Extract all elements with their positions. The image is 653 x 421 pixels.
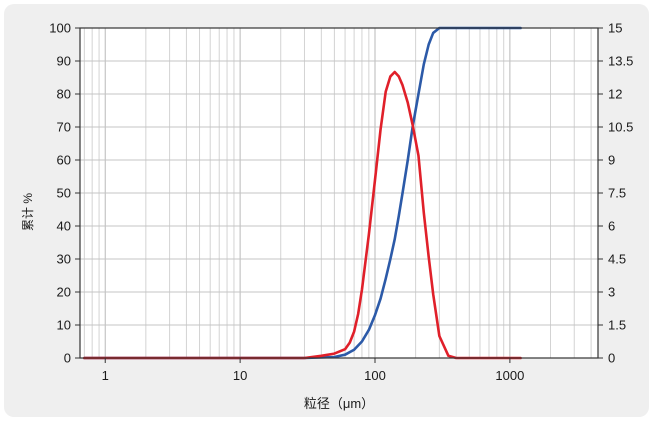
y-tick-label: 10 xyxy=(57,318,71,333)
y2-tick-label: 9 xyxy=(608,153,615,168)
y2-tick-label: 15 xyxy=(608,21,622,36)
y2-tick-label: 0 xyxy=(608,351,615,366)
y-tick-label: 100 xyxy=(49,21,71,36)
y-tick-label: 30 xyxy=(57,252,71,267)
distribution-line xyxy=(83,70,522,360)
x-tick-label: 1000 xyxy=(495,368,524,383)
series-group xyxy=(83,26,522,360)
y2-tick-label: 7.5 xyxy=(608,186,626,201)
y2-tick-label: 3 xyxy=(608,285,615,300)
y2-tick-label: 6 xyxy=(608,219,615,234)
y-tick-label: 60 xyxy=(57,153,71,168)
y-tick-label: 70 xyxy=(57,120,71,135)
y2-tick-label: 12 xyxy=(608,87,622,102)
y-tick-label: 20 xyxy=(57,285,71,300)
y-tick-label: 50 xyxy=(57,186,71,201)
x-tick-label: 100 xyxy=(364,368,386,383)
y2-tick-label: 1.5 xyxy=(608,318,626,333)
x-tick-label: 10 xyxy=(233,368,247,383)
y2-tick-label: 13.5 xyxy=(608,54,633,69)
x-tick-label: 1 xyxy=(102,368,109,383)
y2-tick-label: 10.5 xyxy=(608,120,633,135)
x-axis-label: 粒径（μm） xyxy=(304,396,374,411)
y2-tick-label: 4.5 xyxy=(608,252,626,267)
y-tick-label: 0 xyxy=(64,351,71,366)
y-axis-label: 累计 % xyxy=(21,193,35,231)
y-tick-label: 40 xyxy=(57,219,71,234)
cumulative-line xyxy=(83,26,522,360)
y-tick-label: 80 xyxy=(57,87,71,102)
y-tick-label: 90 xyxy=(57,54,71,69)
tick-labels: 1 10 100 1000010203040506070809010001.534.5… xyxy=(49,21,633,384)
